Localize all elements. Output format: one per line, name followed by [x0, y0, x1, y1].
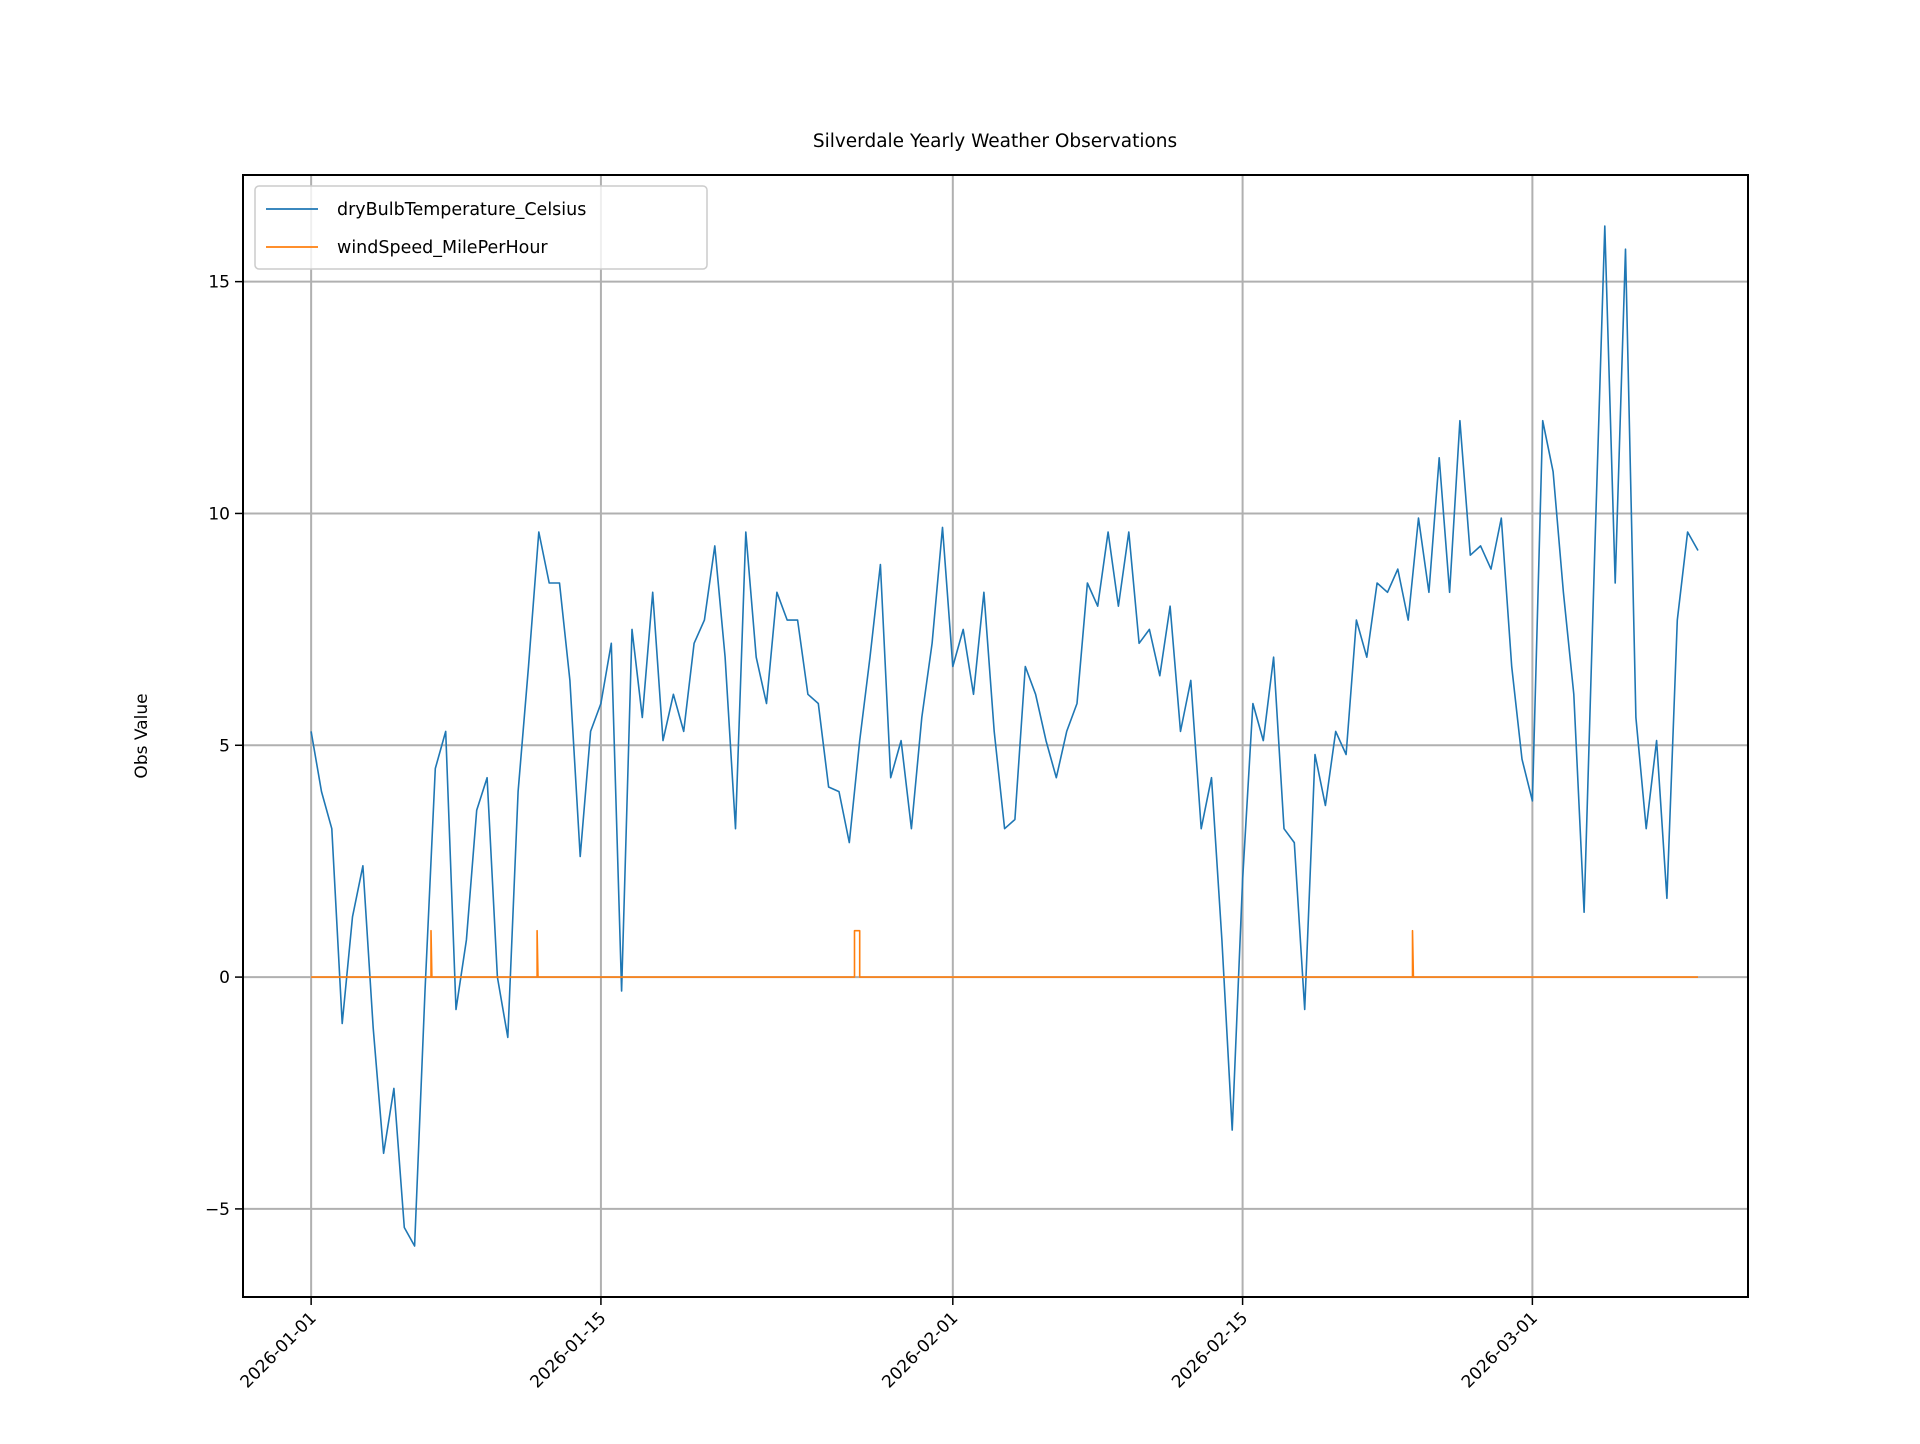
y-tick-label: −5: [205, 1200, 230, 1220]
y-axis-label: Obs Value: [132, 693, 152, 778]
temperature-line: [310, 225, 1699, 1247]
y-axis: −5 0 5 10 15: [205, 273, 243, 1220]
y-tick-label: 15: [208, 273, 230, 293]
chart-title: Silverdale Yearly Weather Observations: [813, 131, 1177, 152]
wind-speed-line: [311, 929, 1698, 978]
plot-frame: [242, 174, 1749, 1298]
legend-label-temperature: dryBulbTemperature_Celsius: [337, 200, 586, 220]
y-tick-label: 10: [208, 504, 230, 524]
y-tick-label: 0: [219, 968, 230, 988]
legend-box: [254, 185, 708, 270]
legend-label-wind: windSpeed_MilePerHour: [337, 238, 548, 258]
series-layer: [310, 225, 1699, 1247]
legend: dryBulbTemperature_Celsius windSpeed_Mil…: [254, 185, 708, 270]
y-tick-label: 5: [219, 736, 230, 756]
